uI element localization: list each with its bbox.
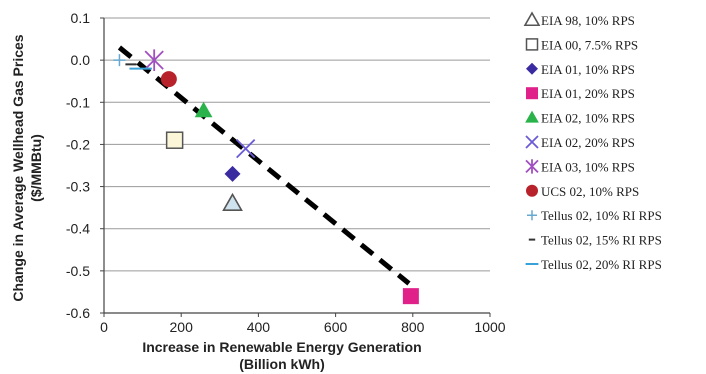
legend-label-4: EIA 02, 10% RPS [541,111,635,126]
y-axis-title-line1: Change in Average Wellhead Gas Prices [10,34,26,301]
legend-marker-4 [525,110,539,123]
x-tick-label: 800 [401,319,425,335]
legend-marker-5 [525,135,539,149]
legend-marker-2 [526,62,538,75]
y-tick-label: -0.3 [66,179,90,195]
y-tick-label: 0.1 [71,10,91,26]
x-tick-label: 600 [324,319,348,335]
y-tick-label: -0.5 [66,263,90,279]
legend-label-10: Tellus 02, 20% RI RPS [541,257,662,272]
x-tick-labels: 0 200 400 600 800 1000 [100,319,506,335]
x-tick-label: 400 [247,319,271,335]
y-tick-label: -0.2 [66,136,90,152]
legend: EIA 98, 10% RPS EIA 00, 7.5% RPS EIA 01, 1… [523,11,662,272]
gridlines [104,17,490,314]
y-tick-labels: 0.1 0.0 -0.1 -0.2 -0.3 -0.4 -0.5 -0.6 [66,10,90,321]
x-tick-label: 0 [100,319,108,335]
data-point-1 [165,131,184,149]
data-point-4 [194,101,213,118]
x-tick-label: 200 [170,319,194,335]
data-points [113,49,419,305]
legend-label-6: EIA 03, 10% RPS [541,159,635,174]
data-point-5 [236,139,256,159]
data-point-7 [160,71,177,88]
legend-label-3: EIA 01, 20% RPS [541,86,635,101]
y-tick-label: -0.1 [66,94,90,110]
legend-label-0: EIA 98, 10% RPS [541,13,635,28]
data-point-6 [144,49,164,71]
legend-label-5: EIA 02, 20% RPS [541,135,635,150]
legend-label-8: Tellus 02, 10% RI RPS [541,208,662,223]
legend-marker-1 [525,38,539,51]
legend-marker-8 [527,210,537,221]
legend-label-1: EIA 00, 7.5% RPS [541,37,638,52]
y-tick-label: -0.6 [66,305,90,321]
data-point-8 [113,54,126,67]
legend-label-9: Tellus 02, 15% RI RPS [541,233,662,248]
legend-marker-0 [523,11,541,27]
y-tick-label: -0.4 [66,221,90,237]
y-tick-label: 0.0 [71,52,91,68]
legend-marker-7 [526,184,538,197]
legend-marker-3 [526,87,538,100]
x-tick-label: 1000 [474,319,505,335]
x-axis-title-line2: (Billion kWh) [239,356,325,372]
y-axis-title-line2: ($/MMBtu) [28,134,44,202]
data-point-2 [224,165,241,182]
data-point-3 [402,288,419,305]
legend-marker-6 [525,159,539,174]
x-axis-title-line1: Increase in Renewable Energy Generation [142,339,421,355]
data-point-0 [222,192,243,211]
legend-label-7: UCS 02, 10% RPS [541,184,639,199]
axes [100,17,491,317]
legend-label-2: EIA 01, 10% RPS [541,62,635,77]
